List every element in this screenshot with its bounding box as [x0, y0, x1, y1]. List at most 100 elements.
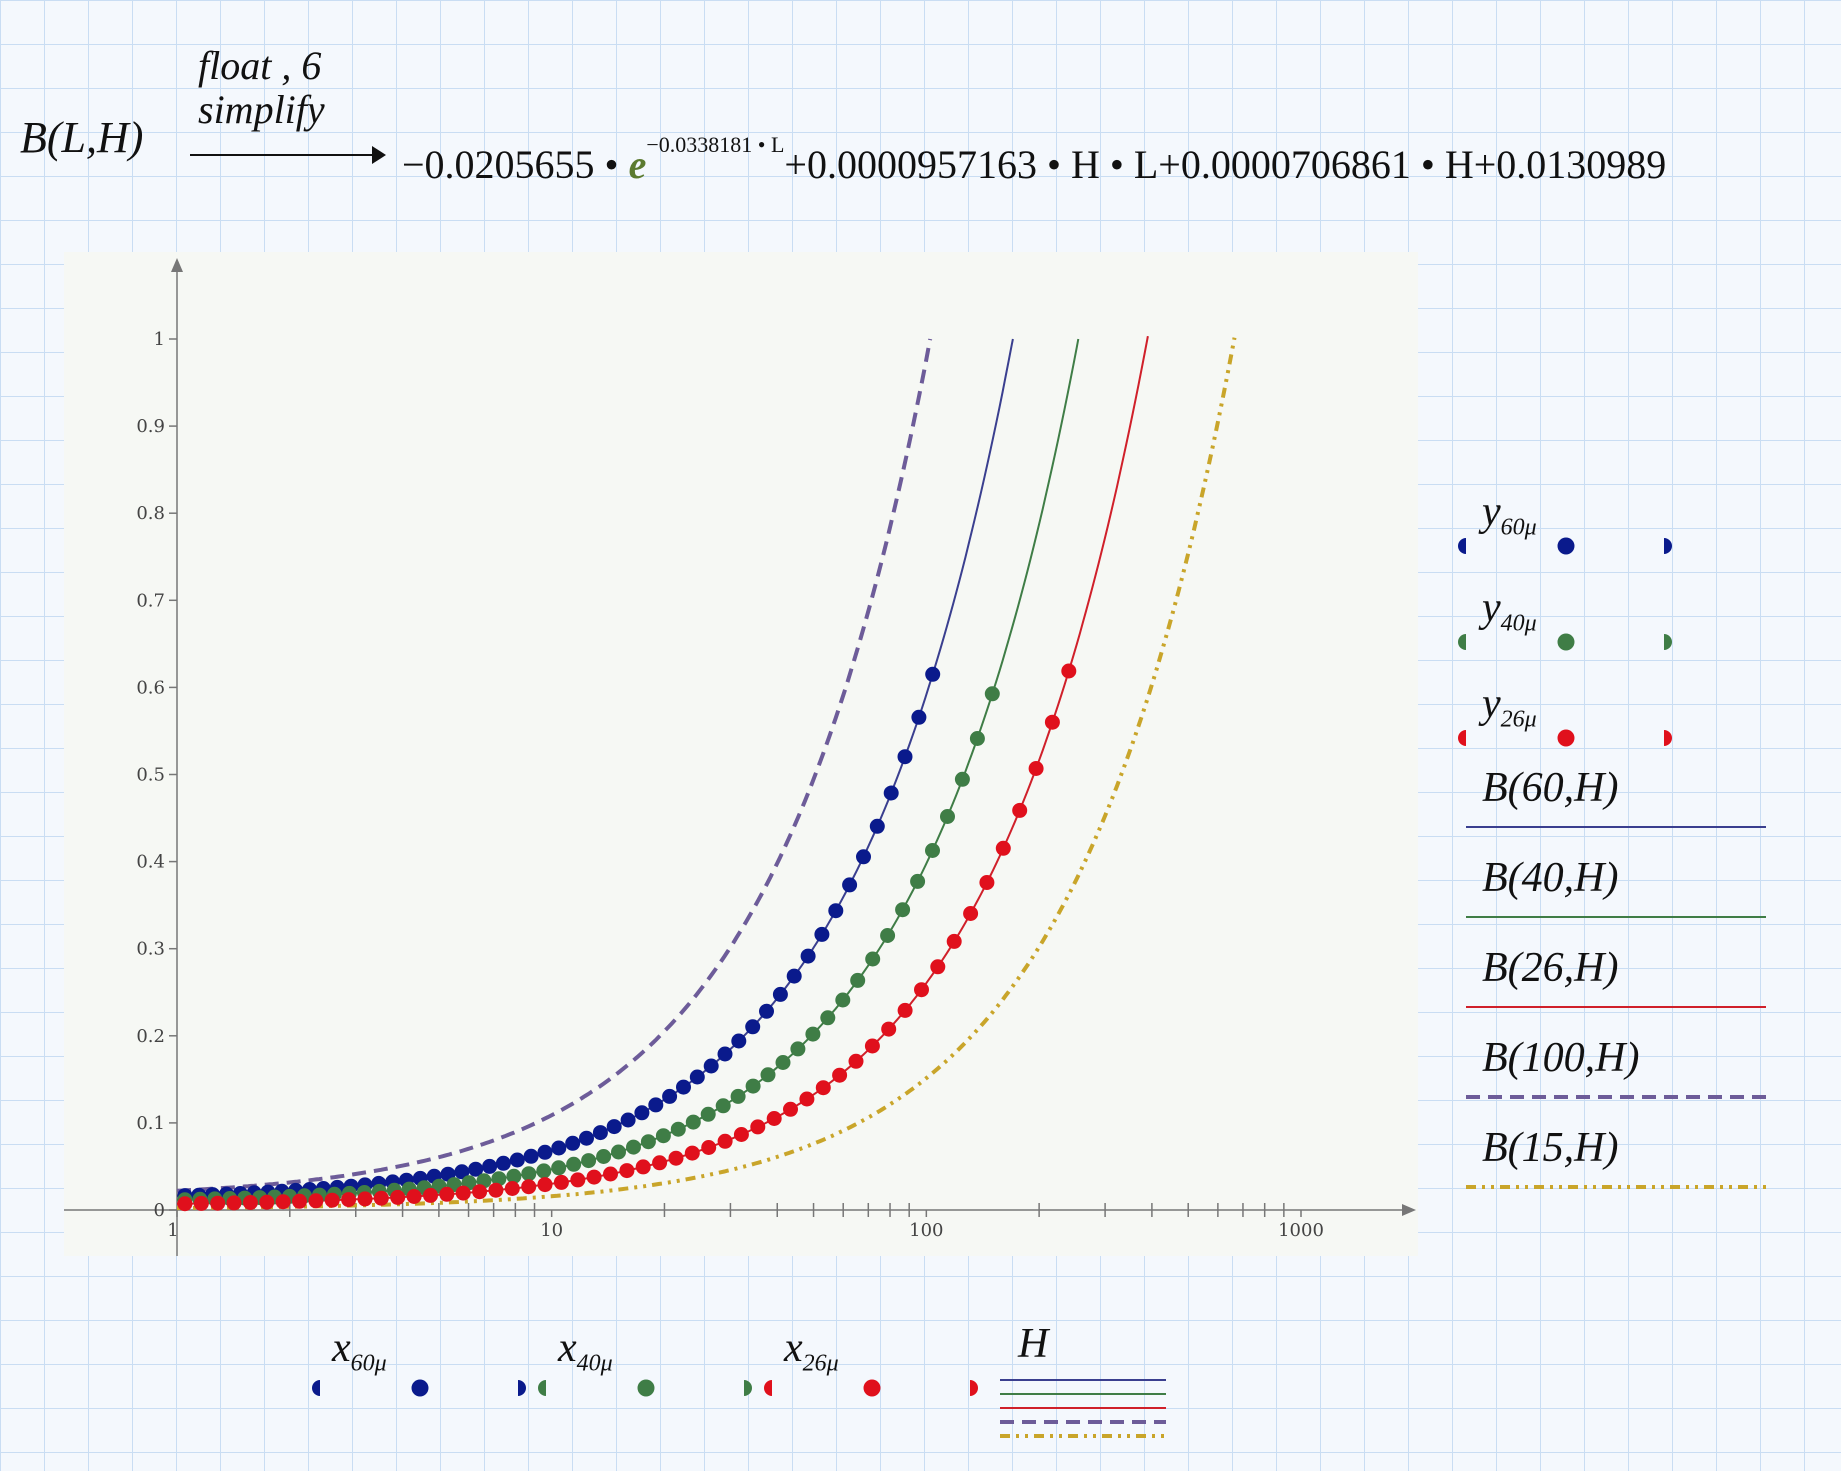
legend-marker-shape: [637, 1379, 655, 1397]
data-point-y60: [731, 1033, 747, 1049]
legend-marker: [1458, 538, 1466, 554]
legend-marker: [863, 1379, 881, 1397]
y-tick-label: 0.1: [136, 1113, 165, 1134]
data-point-y26: [832, 1067, 848, 1083]
data-point-y26: [995, 840, 1011, 856]
legend-marker: [411, 1379, 429, 1397]
legend-line-h: [1000, 1393, 1166, 1395]
data-point-y26: [373, 1190, 389, 1206]
data-point-y26: [1028, 761, 1044, 776]
data-point-y60: [759, 1003, 774, 1019]
data-point-y26: [652, 1155, 668, 1171]
data-point-y26: [390, 1189, 406, 1205]
data-point-y60: [634, 1105, 650, 1121]
legend-marker: [744, 1380, 752, 1396]
data-point-y26: [864, 1038, 880, 1054]
data-point-y60: [772, 986, 788, 1002]
data-point-y26: [799, 1091, 815, 1107]
data-point-y40: [984, 686, 1000, 702]
legend-marker: [1458, 634, 1466, 650]
data-point-y26: [193, 1195, 209, 1211]
legend-marker-shape: [1664, 634, 1672, 650]
data-point-y26: [210, 1195, 226, 1211]
data-point-y40: [566, 1156, 582, 1172]
data-point-y26: [897, 1002, 913, 1018]
legend-label-b26h: B(26,H): [1482, 945, 1619, 991]
data-point-y60: [814, 926, 830, 942]
legend-label-x40: x40μ: [558, 1325, 613, 1377]
legend-marker-shape: [1557, 537, 1575, 555]
data-point-y40: [491, 1171, 507, 1187]
data-point-y40: [685, 1114, 701, 1130]
data-point-y40: [880, 928, 896, 943]
y-tick-label: 0.6: [136, 677, 165, 698]
data-point-y26: [226, 1195, 242, 1211]
data-point-y26: [963, 906, 979, 921]
data-point-y26: [521, 1179, 537, 1195]
arrow-head-icon: [372, 146, 386, 164]
data-point-y40: [626, 1139, 641, 1155]
legend-marker-shape: [1458, 538, 1466, 554]
legend-marker: [312, 1380, 320, 1396]
data-point-y60: [717, 1046, 733, 1062]
legend-marker: [1458, 730, 1466, 746]
legend-label-b100h: B(100,H): [1482, 1035, 1640, 1081]
data-point-y26: [406, 1189, 422, 1204]
legend-marker: [970, 1380, 978, 1396]
equation: B(L,H) float , 6 simplify −0.0205655 • e…: [20, 20, 1840, 187]
data-point-y26: [684, 1145, 700, 1161]
chart-canvas[interactable]: 0 0.1 0.2 0.3 0.4 0.5 0.6 0.7 0.8 0.9 1 1 10 100 1000: [64, 252, 1418, 1256]
data-point-y26: [766, 1111, 782, 1126]
data-point-y60: [579, 1130, 594, 1146]
y-tick-label: 0.5: [136, 765, 165, 786]
legend-marker-shape: [1557, 633, 1575, 651]
data-point-y26: [979, 875, 995, 890]
legend-marker-shape: [312, 1380, 320, 1396]
data-point-y60: [828, 903, 844, 919]
data-point-y40: [670, 1121, 686, 1137]
y-tick-label: 0.9: [136, 416, 165, 437]
y-tick-label: 0.4: [136, 852, 165, 873]
legend-line: [1466, 1006, 1766, 1008]
legend-marker-shape: [764, 1380, 772, 1396]
rhs-exponent: −0.0338181 • L: [646, 132, 785, 157]
data-point-y40: [655, 1128, 671, 1144]
legend-line: [1466, 916, 1766, 918]
data-point-y26: [733, 1127, 749, 1142]
rhs-rest: +0.0000957163 • H • L+0.0000706861 • H+0…: [784, 142, 1667, 187]
legend-label-h: H: [1018, 1321, 1049, 1367]
data-point-y40: [596, 1149, 612, 1164]
data-point-y26: [259, 1194, 275, 1210]
x-tick-label: 1: [167, 1220, 178, 1241]
legend-marker: [637, 1379, 655, 1397]
legend-marker-shape: [518, 1380, 526, 1396]
data-point-y26: [553, 1174, 569, 1190]
data-point-y40: [850, 972, 866, 988]
directive-simplify: simplify: [198, 87, 325, 132]
legend-marker: [518, 1380, 526, 1396]
legend-marker: [1557, 633, 1575, 651]
legend-label-b60h: B(60,H): [1482, 765, 1619, 811]
data-point-y26: [488, 1182, 504, 1198]
data-point-y40: [940, 809, 955, 824]
data-point-y60: [454, 1164, 470, 1180]
data-point-y40: [954, 771, 970, 787]
plot-panel[interactable]: 0 0.1 0.2 0.3 0.4 0.5 0.6 0.7 0.8 0.9 1 1 10 100 1000: [64, 252, 1418, 1256]
data-point-y26: [1061, 663, 1077, 679]
y-tick-label: 0.2: [136, 1026, 165, 1047]
legend-marker: [1664, 634, 1672, 650]
y-tick-label: 1: [154, 329, 165, 350]
legend-line: [1466, 826, 1766, 828]
x-tick-label: 1000: [1278, 1220, 1324, 1241]
data-point-y26: [881, 1021, 897, 1037]
data-point-y26: [619, 1163, 635, 1179]
legend-line-h: [1000, 1407, 1166, 1409]
data-point-y60: [468, 1161, 484, 1177]
data-point-y26: [341, 1192, 357, 1208]
data-point-y60: [676, 1079, 691, 1095]
legend-label-x60: x60μ: [332, 1325, 387, 1377]
data-point-y26: [701, 1140, 717, 1155]
data-point-y60: [869, 818, 885, 834]
data-point-y40: [835, 992, 851, 1008]
data-point-y40: [640, 1134, 656, 1150]
